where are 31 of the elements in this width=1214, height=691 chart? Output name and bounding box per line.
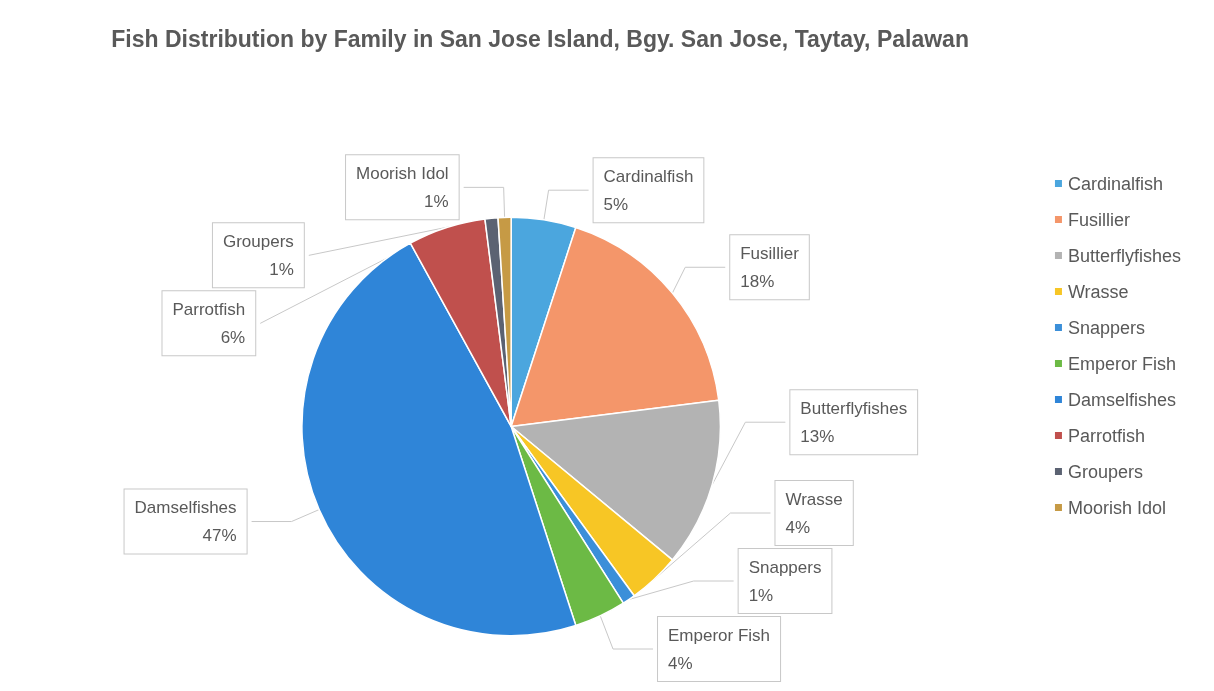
slice-label: Butterflyfishes [800,398,908,418]
legend-label: Moorish Idol [1067,497,1166,518]
slice-label: Damselfishes [134,498,237,518]
slice-label: Emperor Fish [668,625,771,645]
slice-label: Cardinalfish [603,166,694,186]
slice-label: Groupers [222,231,294,251]
data-label: 1% [424,191,449,211]
data-label: 4% [785,517,811,537]
legend-label: Groupers [1067,461,1143,482]
data-label: 47% [202,526,237,546]
chart-title: Fish Distribution by Family in San Jose Island, Bgy. San Jose, Taytay, Palawan [111,26,969,52]
data-label: 6% [220,327,246,347]
data-label: 13% [800,426,835,446]
legend-label: Butterflyfishes [1067,245,1181,266]
legend-label: Cardinalfish [1067,173,1163,194]
data-label: 1% [748,585,774,605]
legend-label: Wrasse [1067,281,1129,302]
data-label: 1% [269,259,294,279]
slice-label: Wrasse [785,489,843,509]
data-label: 18% [740,271,775,291]
slice-label: Fusillier [740,243,800,263]
legend-label: Parrotfish [1067,425,1145,446]
legend-label: Damselfishes [1067,389,1176,410]
slice-label: Parrotfish [172,299,246,319]
data-label: 5% [603,194,629,214]
data-label: 4% [668,653,693,673]
slice-label: Moorish Idol [356,163,449,183]
legend-label: Snappers [1067,317,1146,338]
legend-label: Fusillier [1067,209,1130,230]
legend-label: Emperor Fish [1067,353,1176,374]
slice-label: Snappers [748,557,822,577]
